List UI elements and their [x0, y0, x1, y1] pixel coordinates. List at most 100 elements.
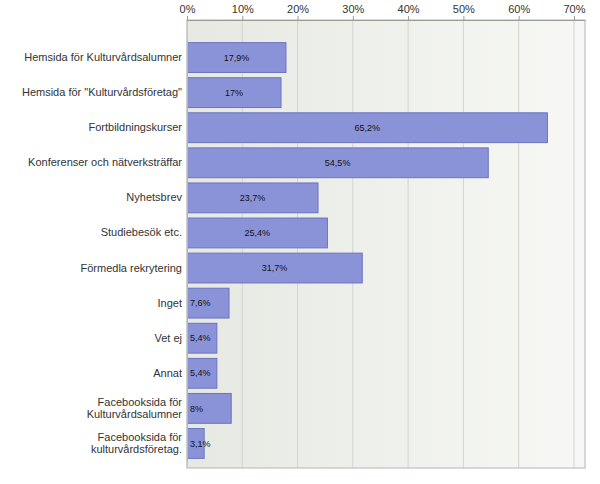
tick-label: 40% — [398, 3, 420, 15]
category-tick: Förmedla rekrytering — [81, 262, 187, 274]
category-label: Facebooksida förKulturvårdsalumner — [87, 396, 183, 420]
tick-mark — [574, 16, 575, 20]
bar — [187, 323, 217, 353]
label-line: Förmedla rekrytering — [81, 262, 182, 274]
bar — [187, 43, 286, 73]
tick: 40% — [398, 3, 420, 20]
data-label: 31,7% — [262, 263, 288, 273]
axis-line — [187, 41, 188, 462]
data-label: 25,4% — [244, 228, 270, 238]
category-tick: Facebooksida förKulturvårdsalumner — [87, 396, 187, 420]
data-labels: 17,9% 17% 65,2% 54,5% 23,7% 25,4% 31,7% 7,6% 5,4… — [190, 53, 380, 449]
data-label: 5,4% — [190, 333, 211, 343]
category-label: Vet ej — [154, 332, 182, 344]
category-label: Förmedla rekrytering — [81, 262, 182, 274]
label-line: Inget — [158, 297, 182, 309]
category-label: Konferenser och nätverksträffar — [28, 156, 182, 168]
tick-label: 0% — [180, 3, 196, 15]
plot-background — [187, 20, 585, 468]
bar — [187, 218, 327, 248]
category-tick: Hemsida för "Kulturvårdsföretag" — [22, 86, 187, 98]
tick-mark — [242, 16, 243, 20]
label-line: kulturvårdsföretag. — [91, 443, 182, 455]
data-label: 7,6% — [190, 298, 211, 308]
bar — [187, 148, 488, 178]
data-label: 23,7% — [240, 193, 266, 203]
grid — [187, 20, 574, 468]
data-label: 54,5% — [325, 158, 351, 168]
category-tick: Studiebesök etc. — [101, 226, 187, 238]
category-tick: Vet ej — [154, 332, 187, 344]
label-line: Fortbildningskurser — [88, 121, 182, 133]
tick-label: 30% — [342, 3, 364, 15]
tick: 30% — [342, 3, 364, 20]
tick: 0% — [180, 3, 196, 20]
category-label: Nyhetsbrev — [126, 191, 182, 203]
grid-line — [463, 20, 464, 468]
tick-label: 60% — [508, 3, 530, 15]
tick: 50% — [453, 3, 475, 20]
grid-line — [518, 20, 519, 468]
data-label: 17,9% — [224, 53, 250, 63]
category-tick: Inget — [158, 297, 187, 309]
y-axis: Hemsida för Kulturvårdsalumner Hemsida fö… — [22, 41, 188, 462]
label-line: Nyhetsbrev — [126, 191, 182, 203]
category-tick: Konferenser och nätverksträffar — [28, 156, 187, 168]
data-label: 5,4% — [190, 368, 211, 378]
tick-mark — [298, 16, 299, 20]
data-label: 65,2% — [354, 123, 380, 133]
tick: 60% — [508, 3, 530, 20]
label-line: Facebooksida för — [98, 431, 183, 443]
tick: 10% — [232, 3, 254, 20]
axis-line — [188, 20, 586, 21]
label-line: Hemsida för "Kulturvårdsföretag" — [22, 86, 182, 98]
category-label: Facebooksida förkulturvårdsföretag. — [91, 431, 182, 455]
tick-label: 70% — [563, 3, 585, 15]
category-tick: Annat — [153, 367, 187, 379]
label-line: Kulturvårdsalumner — [87, 408, 183, 420]
tick-mark — [463, 16, 464, 20]
tick-mark — [519, 16, 520, 20]
label-line: Vet ej — [154, 332, 182, 344]
plot-frame — [187, 20, 585, 468]
tick-mark — [408, 16, 409, 20]
tick: 70% — [563, 3, 585, 20]
tick-mark — [187, 16, 188, 20]
grid-line — [573, 20, 574, 468]
bar — [187, 393, 231, 423]
label-line: Konferenser och nätverksträffar — [28, 156, 182, 168]
bar — [187, 113, 547, 143]
category-tick: Nyhetsbrev — [126, 191, 187, 203]
category-label: Fortbildningskurser — [88, 121, 182, 133]
bar — [187, 288, 229, 318]
grid-line — [352, 20, 353, 468]
label-line: Facebooksida för — [98, 396, 183, 408]
category-label: Inget — [158, 297, 182, 309]
data-label: 17% — [225, 88, 243, 98]
bar — [187, 183, 318, 213]
category-label: Hemsida för Kulturvårdsalumner — [24, 51, 182, 63]
bar — [187, 253, 362, 283]
tick: 20% — [287, 3, 309, 20]
label-line: Studiebesök etc. — [101, 226, 182, 238]
tick-label: 10% — [232, 3, 254, 15]
label-line: Annat — [153, 367, 182, 379]
bar — [187, 358, 217, 388]
category-tick: Facebooksida förkulturvårdsföretag. — [91, 431, 187, 455]
category-tick: Hemsida för Kulturvårdsalumner — [24, 51, 187, 63]
data-label: 3,1% — [190, 439, 211, 449]
tick-mark — [353, 16, 354, 20]
bar — [187, 78, 281, 108]
category-label: Studiebesök etc. — [101, 226, 182, 238]
category-label: Annat — [153, 367, 182, 379]
x-axis: 0% 10% 20% 30% 40% 50% 60% 70% — [180, 3, 586, 21]
tick-label: 50% — [453, 3, 475, 15]
chart: 0% 10% 20% 30% 40% 50% 60% 70% Hemsida för Kultu… — [0, 0, 600, 484]
category-label: Hemsida för "Kulturvårdsföretag" — [22, 86, 182, 98]
tick-label: 20% — [287, 3, 309, 15]
category-tick: Fortbildningskurser — [88, 121, 187, 133]
bars — [187, 43, 547, 459]
label-line: Hemsida för Kulturvårdsalumner — [24, 51, 182, 63]
grid-line — [408, 20, 409, 468]
data-label: 8% — [190, 404, 203, 414]
